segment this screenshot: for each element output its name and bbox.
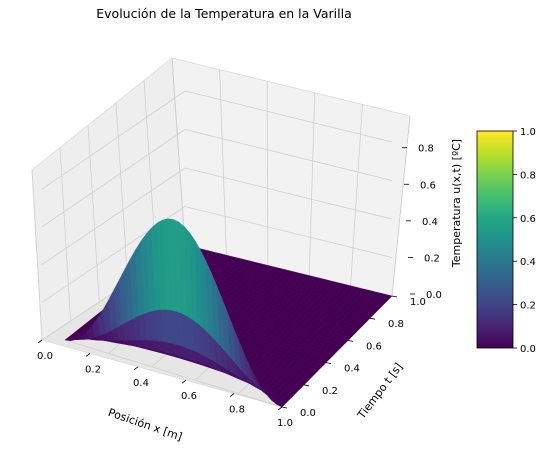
- y-tick-label: 0.6: [366, 341, 382, 352]
- x-tick-label: 0.4: [133, 378, 149, 389]
- grid-line: [115, 102, 129, 284]
- colorbar-tick-label: 1.0: [520, 127, 536, 138]
- grid-line: [87, 125, 100, 303]
- y-tick: [303, 384, 310, 387]
- y-tick: [391, 295, 398, 298]
- x-tick: [181, 379, 187, 384]
- grid-line: [184, 206, 393, 258]
- colorbar: [476, 130, 514, 349]
- x-tick: [277, 406, 283, 411]
- grid-line: [184, 90, 393, 143]
- y-axis-label: Tiempo t [s]: [354, 361, 405, 423]
- colorbar-tick-label: 0.2: [520, 301, 536, 312]
- y-tick: [369, 317, 376, 320]
- grid-line: [184, 167, 393, 220]
- y-tick: [347, 340, 354, 342]
- y-tick-label: 0.4: [344, 364, 360, 375]
- x-axis-label: Posición x [m]: [106, 406, 183, 443]
- z-tick-label: 0.6: [420, 180, 436, 191]
- x-tick-label: 0.6: [181, 391, 197, 402]
- z-tick-label: 0.2: [424, 253, 440, 264]
- y-tick-label: 0.8: [388, 319, 404, 330]
- z-tick-label: 0.8: [418, 144, 434, 155]
- x-tick-label: 0.8: [229, 405, 245, 416]
- y-tick: [281, 406, 288, 409]
- grid-line: [219, 69, 227, 256]
- y-axis: 0.0 0.2 0.4 0.6 0.8 1.0: [281, 295, 426, 419]
- x-tick: [229, 393, 235, 397]
- grid-line: [171, 57, 186, 246]
- grid-line: [41, 90, 186, 190]
- z-axis: 0.0 0.2 0.4 0.6 0.8: [402, 144, 442, 301]
- chart-title: Evolución de la Temperatura en la Varill…: [96, 6, 351, 21]
- y-tick-label: 0.0: [300, 408, 316, 419]
- x-tick: [85, 353, 91, 357]
- grid-line: [64, 339, 283, 408]
- y-tick-label: 0.2: [322, 386, 338, 397]
- x-tick: [133, 366, 139, 371]
- colorbar-tick-label: 0.8: [520, 170, 536, 181]
- x-tick: [37, 339, 43, 344]
- z-axis-label: Temperatura u(x,t) [ºC]: [450, 139, 463, 268]
- surface-patch: [276, 401, 286, 408]
- colorbar-ticks: 0.0 0.2 0.4 0.6 0.8 1.0: [513, 127, 536, 355]
- colorbar-tick-label: 0.4: [520, 257, 536, 268]
- x-tick-label: 0.0: [37, 351, 53, 362]
- colorbar-tick-label: 0.6: [520, 214, 536, 225]
- grid-line: [41, 129, 186, 228]
- y-tick: [325, 362, 332, 364]
- z-tick-label: 0.4: [422, 217, 438, 228]
- grid-line: [391, 115, 411, 297]
- colorbar-tick-label: 0.0: [520, 344, 536, 355]
- grid-line: [31, 169, 43, 341]
- x-tick-label: 1.0: [277, 418, 293, 429]
- grid-line: [184, 129, 393, 181]
- grid-line: [308, 92, 316, 276]
- x-tick-label: 0.2: [85, 364, 101, 375]
- z-tick-label: 0.0: [426, 290, 442, 301]
- temperature-surface: [64, 218, 393, 408]
- grid-line: [266, 81, 269, 266]
- y-tick-label: 1.0: [410, 297, 426, 308]
- grid-line: [59, 147, 71, 322]
- x-axis: 0.0 0.2 0.4 0.6 0.8 1.0: [37, 339, 293, 429]
